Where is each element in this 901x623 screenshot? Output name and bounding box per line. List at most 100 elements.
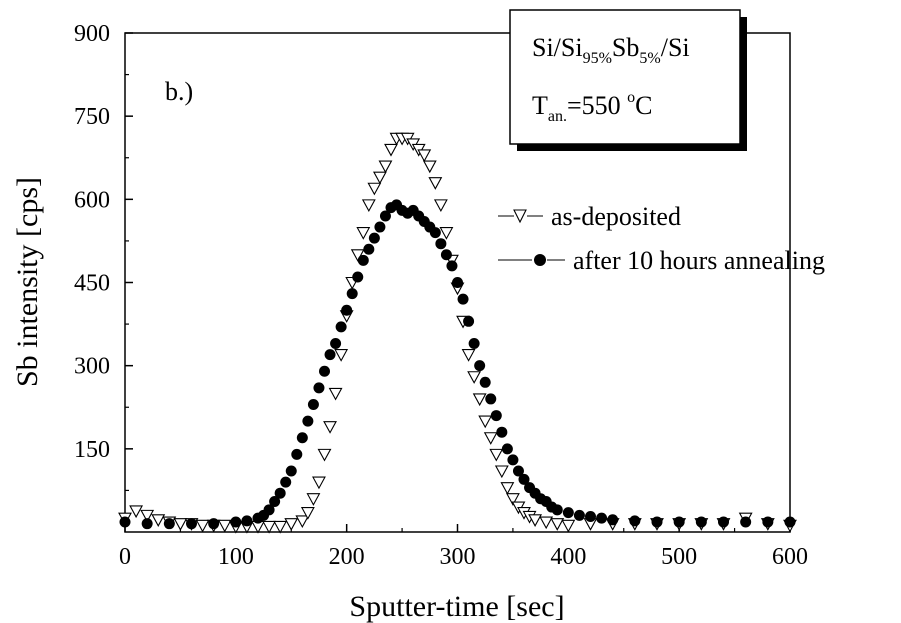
point-after-10-hours-annealing	[490, 410, 502, 422]
point-after-10-hours-annealing	[512, 465, 524, 477]
point-as-deposited	[361, 199, 376, 213]
x-tick-label: 500	[661, 544, 697, 570]
x-axis-title: Sputter-time [sec]	[349, 590, 564, 623]
x-tick-label: 600	[772, 544, 808, 570]
point-after-10-hours-annealing	[208, 518, 220, 530]
point-as-deposited	[539, 516, 554, 530]
point-after-10-hours-annealing	[607, 514, 619, 526]
point-after-10-hours-annealing	[474, 360, 486, 372]
y-axis-title: Sb intensity [cps]	[11, 177, 44, 387]
point-as-deposited	[151, 514, 166, 527]
point-as-deposited	[173, 518, 188, 531]
point-as-deposited	[384, 143, 398, 157]
point-as-deposited	[262, 520, 277, 534]
point-after-10-hours-annealing	[673, 516, 685, 528]
point-as-deposited	[550, 518, 565, 531]
point-after-10-hours-annealing	[291, 448, 303, 460]
point-after-10-hours-annealing	[335, 321, 347, 333]
x-tick-label: 200	[329, 544, 365, 570]
legend-label-as-deposited: as-deposited	[551, 202, 681, 231]
point-after-10-hours-annealing	[263, 504, 275, 516]
point-after-10-hours-annealing	[479, 376, 491, 388]
point-after-10-hours-annealing	[446, 260, 458, 272]
annealing-temperature-label: Tan.=550 oC	[532, 89, 653, 125]
point-after-10-hours-annealing	[330, 337, 342, 349]
point-after-10-hours-annealing	[651, 516, 663, 528]
point-after-10-hours-annealing	[341, 304, 353, 316]
sample-part-b: Sb	[612, 33, 639, 62]
point-after-10-hours-annealing	[463, 315, 475, 327]
legend-entry-as-deposited: as-deposited	[498, 202, 681, 231]
point-after-10-hours-annealing	[313, 382, 325, 394]
panel-label: b.)	[165, 77, 193, 106]
point-as-deposited	[306, 493, 321, 506]
point-after-10-hours-annealing	[718, 516, 729, 528]
point-after-10-hours-annealing	[507, 454, 519, 466]
point-after-10-hours-annealing	[280, 476, 292, 488]
point-after-10-hours-annealing	[440, 249, 452, 261]
point-as-deposited	[439, 227, 454, 240]
point-as-deposited	[295, 515, 310, 529]
legend-marker-circle-icon	[534, 254, 546, 266]
y-tick-label: 450	[74, 271, 110, 297]
point-as-deposited	[129, 505, 144, 519]
point-after-10-hours-annealing	[230, 516, 242, 528]
point-after-10-hours-annealing	[269, 496, 281, 508]
point-as-deposited	[140, 509, 155, 523]
point-after-10-hours-annealing	[740, 516, 752, 528]
point-after-10-hours-annealing	[784, 516, 796, 528]
point-as-deposited	[334, 349, 349, 362]
point-as-deposited	[417, 149, 432, 163]
point-as-deposited	[195, 519, 210, 533]
point-after-10-hours-annealing	[457, 293, 469, 305]
point-after-10-hours-annealing	[186, 518, 197, 530]
point-after-10-hours-annealing	[695, 516, 707, 528]
point-as-deposited	[461, 349, 476, 362]
legend-marker-triangle-icon	[513, 209, 527, 224]
legend: as-deposited after 10 hours annealing	[498, 202, 825, 275]
point-after-10-hours-annealing	[629, 515, 641, 527]
degree-sign: o	[627, 89, 635, 106]
point-as-deposited	[472, 393, 487, 407]
temp-symbol: T	[532, 91, 548, 120]
info-box-frame	[509, 9, 741, 145]
sample-part-a: Si/Si	[532, 33, 583, 62]
point-as-deposited	[378, 160, 393, 174]
point-as-deposited	[356, 227, 371, 240]
point-after-10-hours-annealing	[496, 426, 508, 438]
x-axis: 0 100 200 300 400 500 600	[119, 524, 808, 570]
point-after-10-hours-annealing	[363, 243, 375, 255]
temp-value: =550	[567, 91, 627, 120]
y-tick-label: 750	[74, 104, 110, 130]
x-tick-label: 100	[218, 544, 254, 570]
point-after-10-hours-annealing	[468, 337, 480, 349]
point-after-10-hours-annealing	[319, 365, 330, 377]
point-as-deposited	[528, 514, 543, 527]
point-after-10-hours-annealing	[485, 393, 497, 405]
point-after-10-hours-annealing	[274, 487, 286, 499]
point-as-deposited	[372, 171, 387, 185]
point-as-deposited	[367, 182, 382, 196]
point-after-10-hours-annealing	[285, 465, 297, 477]
point-after-10-hours-annealing	[501, 443, 513, 455]
point-as-deposited	[500, 482, 515, 495]
point-after-10-hours-annealing	[324, 349, 336, 361]
point-as-deposited	[317, 448, 332, 462]
point-as-deposited	[312, 476, 326, 490]
point-after-10-hours-annealing	[307, 398, 319, 410]
sample-sub-2: 5%	[639, 50, 660, 67]
sample-structure-label: Si/Si95%Sb5%/Si	[532, 33, 690, 67]
point-as-deposited	[300, 507, 315, 520]
point-after-10-hours-annealing	[374, 221, 386, 233]
point-after-10-hours-annealing	[573, 509, 585, 521]
point-as-deposited	[478, 415, 493, 429]
point-as-deposited	[467, 371, 482, 384]
point-after-10-hours-annealing	[302, 415, 314, 427]
point-after-10-hours-annealing	[346, 288, 358, 300]
y-tick-label: 900	[74, 21, 110, 47]
point-as-deposited	[422, 160, 437, 174]
point-as-deposited	[328, 387, 343, 401]
y-tick-label: 150	[74, 437, 110, 463]
point-as-deposited	[284, 518, 299, 531]
